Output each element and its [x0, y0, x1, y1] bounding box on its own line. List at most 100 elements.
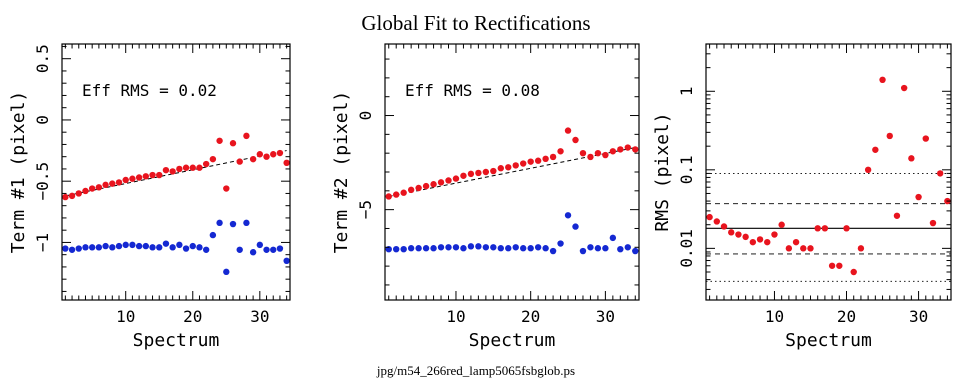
eff-rms-annotation: Eff RMS = 0.08: [405, 81, 540, 100]
data-point-red: [785, 245, 793, 252]
data-point-blue: [122, 241, 129, 249]
y-tick-label: 0.5: [33, 44, 52, 73]
x-tick-label: 30: [250, 307, 269, 326]
data-point-blue: [587, 244, 594, 251]
data-point-red: [176, 165, 183, 173]
data-point-blue: [169, 244, 176, 251]
data-point-blue: [490, 244, 497, 251]
data-point-red: [129, 175, 136, 182]
data-point-blue: [102, 242, 109, 250]
data-point-red: [102, 181, 109, 189]
panel-term-1: 10 20 30 −1 −0.5 0 0.5 Spectrum Term #1 (pixel) E…: [8, 43, 291, 351]
data-point-red: [632, 146, 639, 153]
x-tick-label: 30: [596, 307, 615, 326]
data-point-red: [407, 186, 415, 194]
data-point-red: [564, 127, 572, 134]
data-point-red: [156, 171, 163, 179]
data-point-blue: [88, 244, 96, 251]
data-point-blue: [75, 245, 82, 252]
data-point-red: [908, 155, 915, 162]
data-point-red: [122, 176, 129, 184]
data-point-red: [922, 135, 929, 142]
data-point-blue: [115, 242, 123, 250]
data-point-red: [142, 173, 150, 180]
y-tick-label: −5: [356, 200, 375, 219]
data-point-blue: [609, 234, 617, 242]
data-point-blue: [549, 247, 557, 255]
data-point-blue: [520, 245, 527, 252]
data-point-red: [828, 262, 836, 269]
data-point-blue: [527, 245, 534, 252]
data-point-blue: [542, 245, 549, 252]
data-point-blue: [283, 257, 290, 265]
data-point-red: [109, 180, 116, 187]
data-point-blue: [196, 244, 203, 251]
data-point-blue: [415, 245, 422, 252]
y-tick-label: 0.01: [677, 229, 696, 268]
data-point-red: [886, 132, 893, 140]
data-point-blue: [216, 219, 223, 227]
data-point-blue: [632, 247, 639, 255]
data-point-red: [276, 149, 284, 157]
data-point-red: [843, 225, 850, 232]
data-point-red: [936, 170, 944, 177]
data-point-red: [594, 149, 602, 157]
data-point-red: [169, 168, 176, 175]
data-point-red: [68, 192, 76, 200]
data-point-blue: [142, 242, 150, 250]
data-point-red: [764, 238, 771, 246]
data-point-blue: [482, 244, 490, 251]
data-point-red: [162, 166, 170, 174]
y-tick-label: 1: [677, 86, 696, 96]
data-point-blue: [182, 245, 190, 252]
data-point-blue: [460, 245, 467, 252]
data-point-red: [800, 245, 807, 252]
data-point-blue: [229, 220, 237, 228]
x-axis-title: Spectrum: [469, 330, 556, 351]
data-point-red: [505, 164, 512, 171]
data-point-blue: [624, 244, 631, 251]
data-point-red: [728, 229, 735, 236]
data-point-blue: [95, 244, 103, 251]
data-point-blue: [236, 246, 243, 253]
data-point-red: [534, 157, 542, 164]
data-point-blue: [602, 245, 609, 252]
data-point-blue: [243, 219, 250, 227]
data-point-red: [75, 190, 82, 197]
data-point-blue: [109, 244, 116, 251]
x-tick-label: 20: [183, 307, 202, 326]
data-point-blue: [452, 244, 460, 251]
data-point-blue: [129, 241, 136, 249]
panel-rms: 10 20 30 0.01 0.1 1 Spectrum RMS (pixel): [652, 43, 952, 351]
data-point-red: [497, 165, 504, 172]
data-point-red: [182, 164, 190, 171]
data-point-red: [792, 238, 800, 246]
data-point-red: [756, 236, 764, 243]
data-point-red: [460, 172, 467, 179]
y-axis-title: Term #2 (pixel): [331, 91, 352, 254]
data-point-blue: [270, 246, 277, 253]
data-point-red: [617, 146, 624, 153]
data-point-blue: [534, 244, 542, 251]
y-axis-title: RMS (pixel): [652, 112, 673, 231]
data-point-red: [706, 213, 713, 221]
data-point-blue: [594, 245, 602, 252]
panel-term-2: 10 20 30 −5 0 Spectrum Term #2 (pixel) Eff RMS …: [331, 43, 640, 351]
data-point-blue: [149, 244, 156, 251]
data-point-blue: [156, 244, 163, 251]
data-point-blue: [497, 245, 504, 252]
x-axis-title: Spectrum: [133, 330, 220, 351]
data-point-red: [243, 132, 250, 140]
data-point-blue: [256, 241, 264, 249]
data-point-blue: [475, 243, 482, 250]
data-point-red: [624, 144, 631, 151]
data-point-blue: [407, 245, 415, 252]
data-point-blue: [505, 245, 512, 252]
data-point-red: [196, 164, 203, 171]
data-point-red: [135, 174, 143, 181]
data-point-red: [579, 149, 587, 157]
data-point-blue: [202, 246, 210, 253]
data-point-red: [850, 268, 857, 276]
data-point-blue: [400, 245, 407, 253]
